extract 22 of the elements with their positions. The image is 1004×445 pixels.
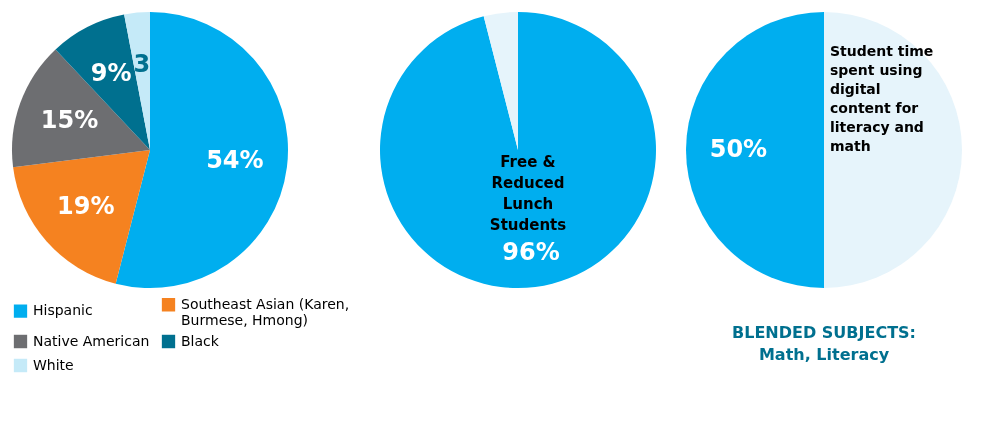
data-label: 3 xyxy=(133,49,151,78)
pie-slice xyxy=(380,12,656,288)
pie-slice xyxy=(13,150,150,284)
text: Math, Literacy xyxy=(758,345,890,364)
data-label: 96% xyxy=(502,237,560,266)
data-label: 54% xyxy=(206,145,264,174)
data-label: 15% xyxy=(40,106,99,135)
legend-label: Native American xyxy=(33,332,150,349)
legend-label: Hispanic xyxy=(33,302,93,319)
legend-label: White xyxy=(33,356,74,373)
data-label: 50% xyxy=(709,135,768,163)
legend-label: Southeast Asian (Karen, Burmese, Hmong) xyxy=(181,295,350,328)
legend-label: Black xyxy=(181,332,220,349)
pie-slice xyxy=(12,49,150,168)
data-label: 19% xyxy=(57,191,115,220)
text: Student time spent using digital content for literacy and math xyxy=(830,43,934,154)
pie-slice xyxy=(686,12,824,288)
pie-slice xyxy=(824,12,962,288)
data-label: 9% xyxy=(90,58,132,87)
text: Free & Reduced Lunch Students xyxy=(489,153,567,234)
text: BLENDED SUBJECTS: xyxy=(732,323,916,342)
pie-slice xyxy=(483,12,518,150)
